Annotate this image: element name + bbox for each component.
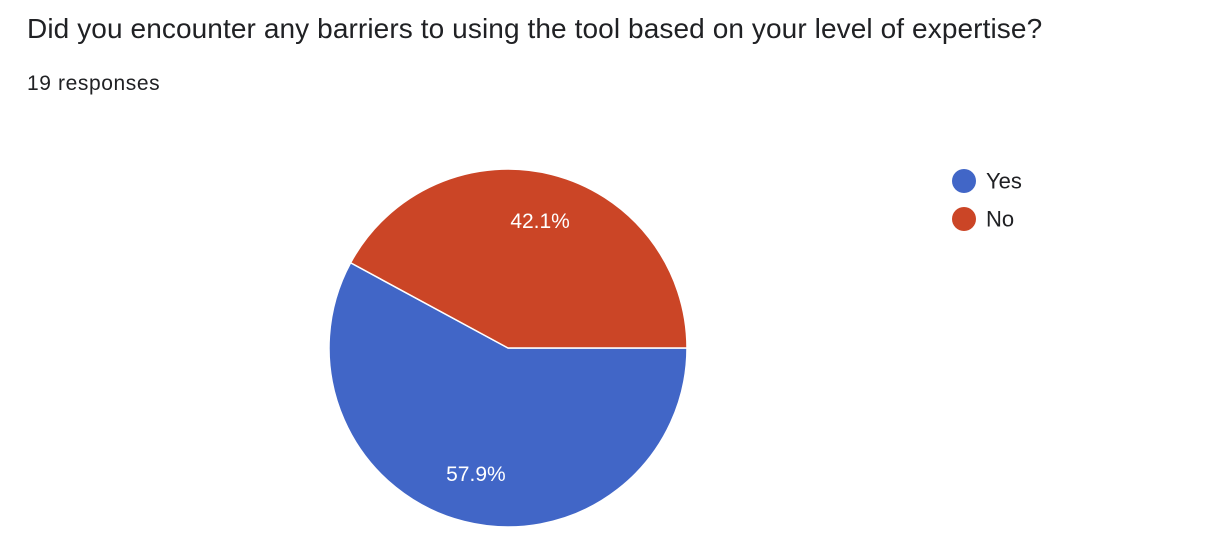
legend-label-yes[interactable]: Yes	[986, 169, 1022, 194]
pie-slice-no[interactable]	[349, 168, 688, 349]
slice-label-no: 42.1%	[510, 210, 570, 233]
pie-slice-yes[interactable]	[328, 262, 688, 528]
legend-marker-no[interactable]	[952, 207, 976, 231]
question-title: Did you encounter any barriers to using …	[27, 13, 1043, 44]
legend-marker-yes[interactable]	[952, 169, 976, 193]
response-count: 19 responses	[27, 72, 161, 95]
legend-label-no[interactable]: No	[986, 207, 1014, 232]
slice-label-yes: 57.9%	[446, 463, 506, 486]
